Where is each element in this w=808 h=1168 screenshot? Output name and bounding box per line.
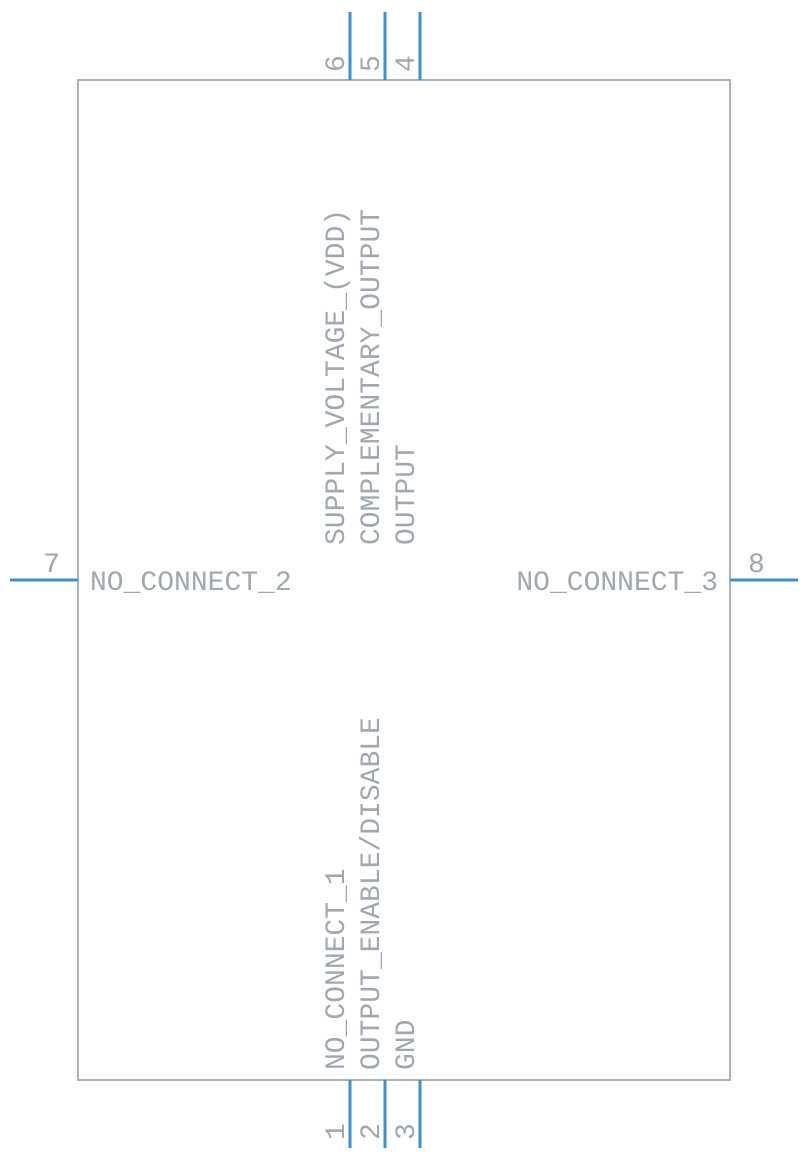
pin-label-3: GND: [392, 1020, 423, 1070]
pin-label-2: OUTPUT_ENABLE/DISABLE: [357, 717, 388, 1070]
pin-label-4: OUTPUT: [392, 444, 423, 545]
pin-number-2: 2: [357, 1123, 388, 1140]
pin-number-1: 1: [322, 1123, 353, 1140]
pin-number-8: 8: [748, 550, 765, 581]
pin-label-5: COMPLEMENTARY_OUTPUT: [357, 209, 388, 545]
pin-number-7: 7: [43, 550, 60, 581]
pin-label-8: NO_CONNECT_3: [516, 568, 718, 599]
pin-number-4: 4: [392, 55, 423, 72]
pinout-diagram: 6 SUPPLY_VOLTAGE_(VDD) 5 COMPLEMENTARY_OUTP…: [0, 0, 808, 1168]
pin-number-5: 5: [357, 55, 388, 72]
pin-number-6: 6: [322, 55, 353, 72]
pin-label-6: SUPPLY_VOLTAGE_(VDD): [322, 209, 353, 545]
pin-label-7: NO_CONNECT_2: [90, 568, 292, 599]
pin-number-3: 3: [392, 1123, 423, 1140]
pin-label-1: NO_CONNECT_1: [322, 868, 353, 1070]
